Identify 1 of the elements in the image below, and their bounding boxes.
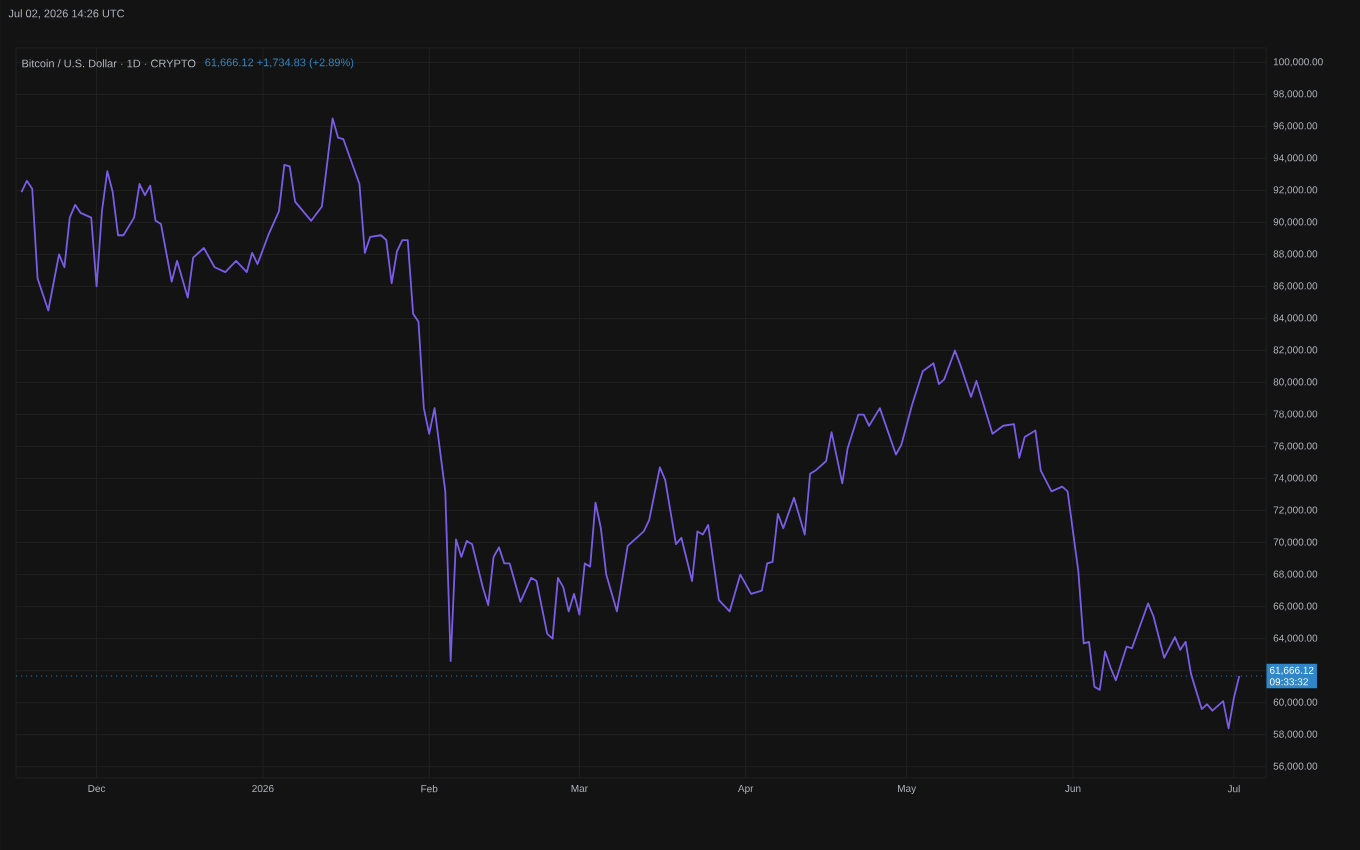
line-series — [20, 117, 1241, 730]
